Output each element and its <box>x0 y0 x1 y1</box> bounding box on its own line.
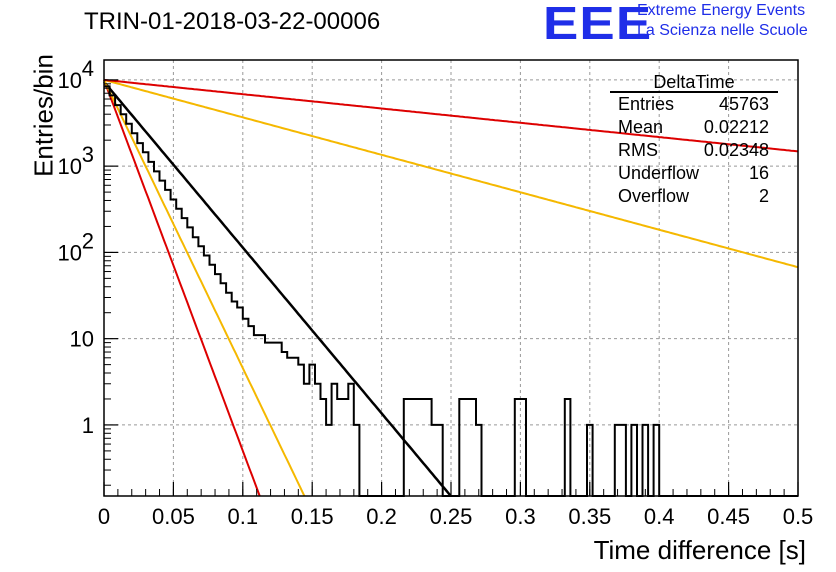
grid-lines <box>104 60 798 496</box>
fit-curve-4 <box>103 78 799 153</box>
y-tick-label: 10 <box>70 327 94 352</box>
y-tick-exponent: 4 <box>82 56 94 81</box>
chart-title: TRIN-01-2018-03-22-00006 <box>84 8 381 35</box>
fit-curve-1 <box>103 79 261 497</box>
y-tick-exponent: 2 <box>82 228 94 253</box>
x-tick-label: 0.15 <box>291 504 334 529</box>
x-tick-label: 0.2 <box>366 504 397 529</box>
stats-mean-label: Mean <box>618 117 663 137</box>
x-tick-label: 0.4 <box>644 504 675 529</box>
y-tick-label: 1 <box>82 413 94 438</box>
stats-rms-label: RMS <box>618 140 658 160</box>
stats-overflow-label: Overflow <box>618 186 690 206</box>
x-tick-label: 0.35 <box>568 504 611 529</box>
y-tick-exponent: 3 <box>82 142 94 167</box>
x-axis-label: Time difference [s] <box>593 535 806 565</box>
axis-ticks: 0 0.05 0.1 0.15 0.2 0.25 0.3 0.35 0.4 0.45 0.5 1 10 1… <box>58 56 814 529</box>
y-tick-label: 10 <box>58 68 82 93</box>
stats-overflow-value: 2 <box>759 186 769 206</box>
x-tick-label: 0.3 <box>505 504 536 529</box>
stats-title: DeltaTime <box>653 72 734 92</box>
x-tick-label: 0 <box>98 504 110 529</box>
logo-line-2: La Scienza nelle Scuole <box>637 22 808 39</box>
eee-logo-mark: EEE <box>543 0 653 49</box>
y-tick-label: 10 <box>58 240 82 265</box>
y-tick-label: 10 <box>58 154 82 179</box>
fit-curve-3 <box>103 78 799 269</box>
x-tick-label: 0.45 <box>707 504 750 529</box>
stats-entries-label: Entries <box>618 94 674 114</box>
logo-line-1: Extreme Energy Events <box>637 2 806 19</box>
stats-mean-value: 0.02212 <box>704 117 769 137</box>
stats-entries-value: 45763 <box>719 94 769 114</box>
stats-rms-value: 0.02348 <box>704 140 769 160</box>
stats-underflow-label: Underflow <box>618 163 700 183</box>
x-tick-label: 0.25 <box>430 504 473 529</box>
fit-curve-2 <box>103 79 306 497</box>
fit-curves <box>103 78 799 497</box>
stats-box: DeltaTime Entries 45763 Mean 0.02212 RMS… <box>610 72 778 206</box>
x-tick-label: 0.5 <box>783 504 814 529</box>
x-tick-label: 0.05 <box>152 504 195 529</box>
x-tick-label: 0.1 <box>228 504 259 529</box>
fit-curve-0 <box>103 81 452 497</box>
stats-underflow-value: 16 <box>749 163 769 183</box>
